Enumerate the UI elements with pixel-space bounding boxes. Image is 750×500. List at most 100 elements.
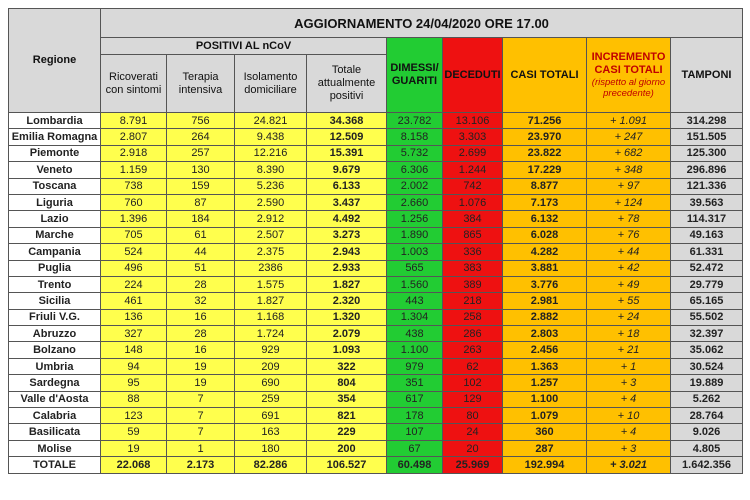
cell-deceduti: 384 [442,210,503,228]
cell-tamponi: 28.764 [669,407,744,425]
cell-ricoverati: 94 [100,357,167,376]
cell-casi-totali: 2.803 [502,325,587,343]
cell-deceduti: 2.699 [442,144,503,163]
table-row: Lazio 1.396 184 2.912 4.492 1.256 384 6.132 + 78… [8,210,744,228]
cell-region-name: Sardegna [8,374,101,392]
cell-casi-totali: 3.881 [502,259,587,277]
cell-isolamento: 1.168 [234,308,307,327]
cell-deceduti: 389 [442,275,503,294]
cell-terapia: 2.173 [166,456,235,475]
cell-deceduti: 286 [442,325,503,343]
cell-tamponi: 9.026 [669,423,744,441]
cell-dimessi: 2.002 [386,177,443,195]
header-deceduti: DECEDUTI [442,37,503,113]
table-row: Puglia 496 51 2386 2.933 565 383 3.881 + 42 52.47… [8,259,744,277]
cell-casi-totali: 2.456 [502,341,587,359]
cell-deceduti: 865 [442,226,503,245]
cell-dimessi: 67 [386,439,443,458]
cell-region-name: Basilicata [8,423,101,441]
cell-incremento: + 1 [586,357,671,376]
cell-deceduti: 258 [442,308,503,327]
table-row: Basilicata 59 7 163 229 107 24 360 + 4 9.026 [8,423,744,441]
header-ricoverati: Ricoverati con sintomi [100,54,167,113]
table-row: Campania 524 44 2.375 2.943 1.003 336 4.282 + 44… [8,243,744,261]
header-totale-positivi: Totale attualmente positivi [306,54,387,113]
cell-incremento: + 76 [586,226,671,245]
cell-ricoverati: 22.068 [100,456,167,475]
cell-dimessi: 1.890 [386,226,443,245]
table-row: Emilia Romagna 2.807 264 9.438 12.509 8.158 3.… [8,128,744,146]
cell-terapia: 264 [166,128,235,146]
table-row: Calabria 123 7 691 821 178 80 1.079 + 10 28.764 [8,407,744,425]
cell-deceduti: 129 [442,390,503,409]
cell-deceduti: 102 [442,374,503,392]
cell-deceduti: 383 [442,259,503,277]
header-isolamento: Isolamento domiciliare [234,54,307,113]
cell-totale-positivi: 821 [306,407,387,425]
cell-region-name: Toscana [8,177,101,195]
cell-isolamento: 691 [234,407,307,425]
cell-dimessi: 617 [386,390,443,409]
cell-totale-positivi: 6.133 [306,177,387,195]
cell-totale-positivi: 12.509 [306,128,387,146]
cell-dimessi: 1.100 [386,341,443,359]
cell-totale-positivi: 2.933 [306,259,387,277]
cell-totale-positivi: 34.368 [306,111,387,130]
cell-dimessi: 2.660 [386,193,443,212]
cell-isolamento: 24.821 [234,111,307,130]
cell-terapia: 159 [166,177,235,195]
cell-dimessi: 351 [386,374,443,392]
cell-deceduti: 20 [442,439,503,458]
cell-totale-positivi: 804 [306,374,387,392]
cell-dimessi: 1.256 [386,210,443,228]
cell-totale-positivi: 200 [306,439,387,458]
cell-incremento: + 682 [586,144,671,163]
table-row: Liguria 760 87 2.590 3.437 2.660 1.076 7.173 + 1… [8,193,744,212]
cell-terapia: 184 [166,210,235,228]
cell-ricoverati: 19 [100,439,167,458]
cell-casi-totali: 1.363 [502,357,587,376]
cell-region-name: Trento [8,275,101,294]
cell-dimessi: 107 [386,423,443,441]
cell-dimessi: 1.003 [386,243,443,261]
table-row: Friuli V.G. 136 16 1.168 1.320 1.304 258 2.882 +… [8,308,744,327]
cell-isolamento: 2.912 [234,210,307,228]
cell-terapia: 16 [166,308,235,327]
cell-ricoverati: 136 [100,308,167,327]
cell-terapia: 19 [166,357,235,376]
cell-totale-positivi: 229 [306,423,387,441]
cell-isolamento: 2386 [234,259,307,277]
cell-casi-totali: 6.028 [502,226,587,245]
cell-tamponi: 52.472 [669,259,744,277]
cell-incremento: + 97 [586,177,671,195]
cell-ricoverati: 496 [100,259,167,277]
cell-terapia: 51 [166,259,235,277]
cell-isolamento: 2.375 [234,243,307,261]
cell-incremento: + 247 [586,128,671,146]
cell-terapia: 32 [166,292,235,310]
cell-isolamento: 5.236 [234,177,307,195]
cell-incremento: + 44 [586,243,671,261]
table-row: Trento 224 28 1.575 1.827 1.560 389 3.776 + 49 29… [8,275,744,294]
cell-terapia: 28 [166,325,235,343]
header-terapia: Terapia intensiva [166,54,235,113]
cell-totale-positivi: 1.093 [306,341,387,359]
cell-isolamento: 690 [234,374,307,392]
cell-incremento: + 348 [586,161,671,179]
cell-tamponi: 121.336 [669,177,744,195]
cell-region-name: Veneto [8,161,101,179]
cell-incremento: + 21 [586,341,671,359]
cell-tamponi: 65.165 [669,292,744,310]
cell-terapia: 1 [166,439,235,458]
cell-tamponi: 19.889 [669,374,744,392]
covid-regional-table: Regione AGGIORNAMENTO 24/04/2020 ORE 17.… [8,8,744,475]
cell-isolamento: 2.590 [234,193,307,212]
total-row: TOTALE 22.068 2.173 82.286 106.527 60.498 25.9… [8,456,744,475]
cell-region-name: Umbria [8,357,101,376]
cell-dimessi: 5.732 [386,144,443,163]
cell-dimessi: 178 [386,407,443,425]
header-incremento-note: (rispetto al giorno precedente) [591,77,666,99]
cell-incremento: + 18 [586,325,671,343]
cell-ricoverati: 148 [100,341,167,359]
cell-totale-positivi: 1.827 [306,275,387,294]
